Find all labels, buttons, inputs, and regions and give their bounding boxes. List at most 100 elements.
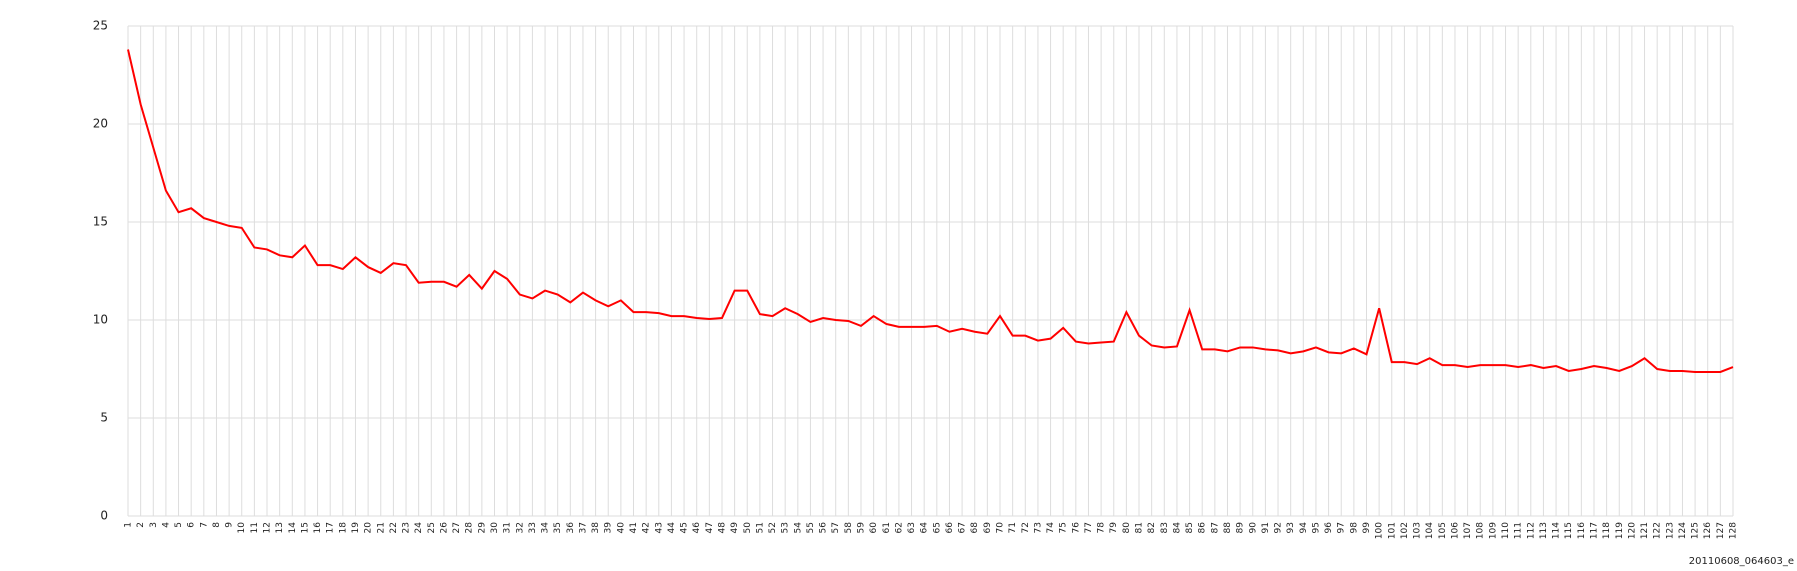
x-tick-label: 43 [654, 522, 664, 533]
x-tick-label: 98 [1349, 522, 1359, 534]
x-tick-label: 41 [629, 522, 639, 533]
y-tick-label: 20 [93, 117, 108, 131]
x-tick-label: 15 [300, 522, 310, 533]
annotation: 20110608_064603_e [1689, 556, 1794, 567]
x-tick-label: 115 [1564, 522, 1574, 539]
x-tick-label: 121 [1640, 522, 1650, 539]
x-tick-label: 56 [819, 522, 829, 534]
y-tick-label: 15 [93, 215, 108, 229]
x-tick-label: 106 [1450, 522, 1460, 539]
x-tick-label: 24 [414, 522, 424, 534]
x-tick-label: 9 [225, 522, 235, 528]
x-tick-label: 52 [768, 522, 778, 533]
y-tick-label: 10 [93, 313, 108, 327]
x-tick-label: 103 [1413, 522, 1423, 539]
x-tick-label: 94 [1299, 522, 1309, 534]
x-tick-label: 69 [983, 522, 993, 534]
x-tick-label: 119 [1615, 522, 1625, 539]
x-tick-label: 120 [1627, 522, 1637, 539]
x-tick-label: 23 [402, 522, 412, 533]
x-tick-label: 118 [1602, 522, 1612, 539]
x-tick-label: 20 [364, 522, 374, 534]
x-tick-label: 36 [566, 522, 576, 534]
x-tick-label: 49 [730, 522, 740, 534]
x-tick-label: 77 [1084, 522, 1094, 533]
x-tick-label: 40 [616, 522, 626, 534]
x-tick-label: 11 [250, 522, 260, 533]
x-tick-label: 8 [212, 522, 222, 528]
x-tick-label: 101 [1387, 522, 1397, 539]
x-tick-label: 72 [1021, 522, 1031, 533]
x-tick-label: 76 [1071, 522, 1081, 534]
x-tick-label: 31 [503, 522, 513, 533]
x-tick-label: 21 [376, 522, 386, 533]
y-tick-label: 25 [93, 19, 108, 33]
x-tick-label: 87 [1210, 522, 1220, 533]
x-tick-label: 5 [174, 522, 184, 528]
x-tick-label: 81 [1135, 522, 1145, 533]
x-tick-label: 47 [705, 522, 715, 533]
x-tick-label: 27 [452, 522, 462, 533]
x-tick-label: 95 [1311, 522, 1321, 533]
x-tick-label: 96 [1324, 522, 1334, 534]
x-tick-label: 114 [1552, 522, 1562, 539]
x-tick-label: 26 [439, 522, 449, 534]
x-tick-label: 127 [1716, 522, 1726, 539]
x-tick-label: 68 [970, 522, 980, 534]
x-tick-label: 59 [856, 522, 866, 534]
x-tick-label: 39 [604, 522, 614, 534]
x-tick-label: 125 [1691, 522, 1701, 539]
x-tick-label: 91 [1261, 522, 1271, 533]
x-tick-label: 62 [894, 522, 904, 533]
x-tick-label: 16 [313, 522, 323, 534]
x-tick-label: 63 [907, 522, 917, 533]
x-tick-label: 38 [591, 522, 601, 534]
x-tick-label: 109 [1488, 522, 1498, 539]
x-tick-label: 99 [1362, 522, 1372, 534]
x-tick-label: 2 [136, 522, 146, 528]
x-tick-label: 108 [1476, 522, 1486, 539]
x-tick-label: 22 [389, 522, 399, 533]
x-tick-label: 78 [1097, 522, 1107, 534]
x-tick-label: 10 [237, 522, 247, 534]
x-tick-label: 93 [1286, 522, 1296, 533]
x-tick-label: 19 [351, 522, 361, 534]
x-tick-label: 4 [161, 522, 171, 528]
x-tick-label: 45 [680, 522, 690, 533]
x-tick-label: 86 [1198, 522, 1208, 534]
x-tick-label: 66 [945, 522, 955, 534]
x-tick-label: 85 [1185, 522, 1195, 533]
x-tick-label: 97 [1337, 522, 1347, 533]
x-tick-label: 60 [869, 522, 879, 534]
x-tick-label: 107 [1463, 522, 1473, 539]
x-tick-label: 30 [490, 522, 500, 534]
x-tick-label: 57 [831, 522, 841, 533]
x-tick-label: 17 [326, 522, 336, 533]
x-tick-label: 46 [692, 522, 702, 534]
x-tick-label: 112 [1526, 522, 1536, 539]
x-tick-label: 124 [1678, 522, 1688, 539]
x-tick-label: 55 [806, 522, 816, 533]
x-tick-label: 79 [1109, 522, 1119, 534]
x-tick-label: 32 [515, 522, 525, 533]
x-tick-label: 92 [1274, 522, 1284, 533]
x-tick-label: 3 [149, 522, 159, 528]
x-tick-label: 102 [1400, 522, 1410, 539]
x-tick-label: 18 [338, 522, 348, 534]
x-tick-label: 48 [717, 522, 727, 534]
x-tick-label: 116 [1577, 522, 1587, 539]
x-tick-label: 110 [1501, 522, 1511, 539]
x-tick-label: 65 [932, 522, 942, 533]
x-tick-label: 64 [920, 522, 930, 534]
x-tick-label: 126 [1703, 522, 1713, 539]
x-tick-label: 80 [1122, 522, 1132, 534]
x-tick-label: 29 [477, 522, 487, 534]
x-tick-label: 122 [1653, 522, 1663, 539]
y-tick-label: 5 [100, 411, 108, 425]
x-tick-label: 74 [1046, 522, 1056, 534]
x-tick-label: 7 [199, 522, 209, 528]
x-tick-label: 117 [1589, 522, 1599, 539]
x-tick-label: 35 [553, 522, 563, 533]
x-tick-label: 50 [743, 522, 753, 534]
line-series [127, 49, 1734, 373]
